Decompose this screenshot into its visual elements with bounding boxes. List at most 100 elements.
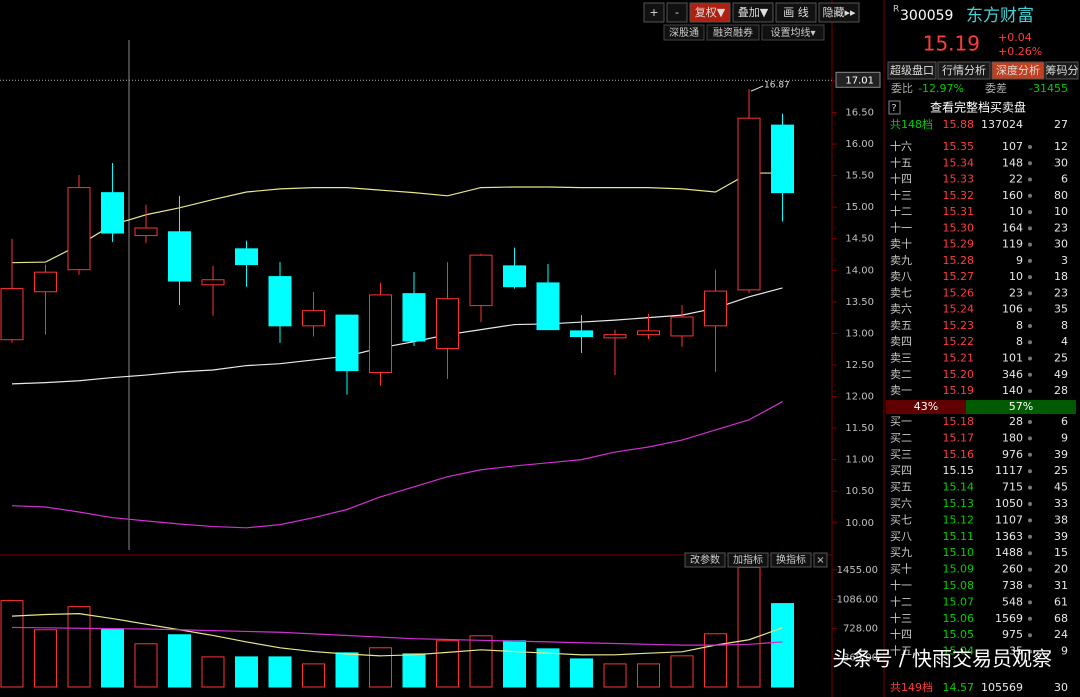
row-price: 15.23 (943, 319, 975, 332)
row-price: 15.22 (943, 335, 975, 348)
candle-body (335, 314, 359, 372)
volume-average (11, 626, 783, 646)
toolbar-button[interactable] (775, 2, 817, 23)
row-count: 38 (1054, 513, 1068, 526)
help-icon[interactable] (888, 100, 901, 115)
toolbar-label: 隐藏▸▸ (822, 6, 856, 19)
volume-bar (603, 663, 627, 688)
tab[interactable] (1045, 61, 1079, 80)
tab-label: 筹码分 (1046, 63, 1079, 77)
volume-bar (469, 635, 493, 688)
volume-bar (704, 633, 727, 688)
row-volume: 346 (1002, 368, 1023, 381)
candle-body (704, 290, 727, 327)
candle-body (637, 330, 660, 336)
toolbar-button[interactable] (666, 2, 688, 23)
row-price: 15.20 (943, 368, 975, 381)
row-count: 25 (1054, 352, 1068, 365)
volume-bar (436, 640, 459, 688)
row-price: 15.05 (943, 628, 975, 641)
full-book-link[interactable]: 查看完整档买卖盘 (930, 100, 1026, 115)
row-price: 15.34 (943, 156, 975, 169)
row-count: 31 (1054, 579, 1068, 592)
toolbar-label: 叠加▼ (738, 6, 769, 19)
row-count: 3 (1061, 254, 1068, 267)
row-label: 卖一 (890, 384, 912, 397)
row-label: 十二 (890, 204, 912, 218)
candle-body (34, 271, 57, 293)
candle-body (570, 330, 593, 338)
row-price: 15.15 (943, 464, 975, 477)
row-volume: 715 (1002, 481, 1023, 494)
row-count: 30 (1054, 156, 1068, 169)
toolbar-label: + (649, 6, 658, 19)
volume-bar (570, 658, 593, 688)
indicator-button-label: 加指标 (733, 553, 763, 566)
row-volume: 22 (1009, 173, 1023, 186)
row-volume: 119 (1002, 238, 1023, 251)
row-label: 十一 (890, 578, 912, 592)
sub-button[interactable] (663, 24, 705, 41)
row-marker (1028, 502, 1032, 506)
toolbar-button[interactable] (689, 2, 731, 23)
row-label: 十五 (890, 155, 912, 169)
tab[interactable] (937, 61, 991, 80)
candle-body (436, 298, 459, 350)
tab[interactable] (887, 61, 937, 80)
high-label: 16.87 (764, 81, 790, 91)
y-tick-label: 13.00 (845, 328, 874, 339)
row-price: 15.30 (943, 221, 975, 234)
candle-body (134, 227, 158, 237)
indicator-button-label: 换指标 (776, 553, 806, 566)
help-label: ? (891, 103, 896, 114)
row-label: 卖九 (890, 254, 912, 267)
toolbar-button[interactable] (643, 2, 665, 23)
indicator-button-label: × (816, 555, 824, 566)
row-price: 15.06 (943, 612, 975, 625)
row-volume: 164 (1002, 221, 1023, 234)
volume-bar (235, 656, 258, 688)
candle-body (67, 187, 91, 271)
row-label: 卖十 (890, 237, 912, 251)
toolbar-button[interactable] (732, 2, 774, 23)
row-volume: 35 (1009, 645, 1023, 658)
row-marker (1028, 436, 1032, 441)
tab-label: 深度分析 (996, 63, 1040, 77)
crosshair-label: 17.01 (845, 75, 874, 86)
row-volume: 1569 (995, 612, 1023, 625)
row-label: 买五 (890, 481, 912, 494)
row-price: 15.88 (943, 118, 975, 131)
row-volume: 10 (1009, 270, 1023, 283)
y-tick-label: 14.00 (845, 265, 874, 276)
ratio-sell (886, 400, 966, 414)
row-price: 15.09 (943, 563, 975, 576)
y-tick-label: 15.50 (845, 171, 874, 182)
sub-button[interactable] (761, 24, 825, 41)
y-tick-label: 10.00 (845, 518, 874, 529)
row-marker (1028, 584, 1032, 588)
row-marker (1028, 210, 1032, 215)
moving-average (11, 287, 783, 385)
indicator-button[interactable] (727, 552, 769, 568)
toolbar-button[interactable] (818, 2, 860, 23)
tab[interactable] (991, 61, 1045, 80)
row-price: 14.57 (943, 681, 975, 694)
tab-label: 超级盘口 (890, 63, 934, 77)
indicator-button[interactable] (770, 552, 812, 568)
sub-button[interactable] (706, 24, 760, 41)
row-count: 18 (1054, 270, 1068, 283)
row-count: 12 (1054, 140, 1068, 153)
indicator-button[interactable] (813, 552, 828, 568)
row-price: 15.08 (943, 579, 975, 592)
row-marker (1028, 567, 1032, 572)
volume-bar (335, 652, 359, 688)
indicator-button[interactable] (684, 552, 726, 568)
row-marker (1028, 242, 1032, 247)
row-marker (1028, 193, 1032, 198)
sub-button-label: 融资融券 (713, 26, 753, 39)
row-marker (1028, 161, 1032, 166)
crosshair-box (835, 71, 881, 88)
candle-body (101, 192, 124, 234)
